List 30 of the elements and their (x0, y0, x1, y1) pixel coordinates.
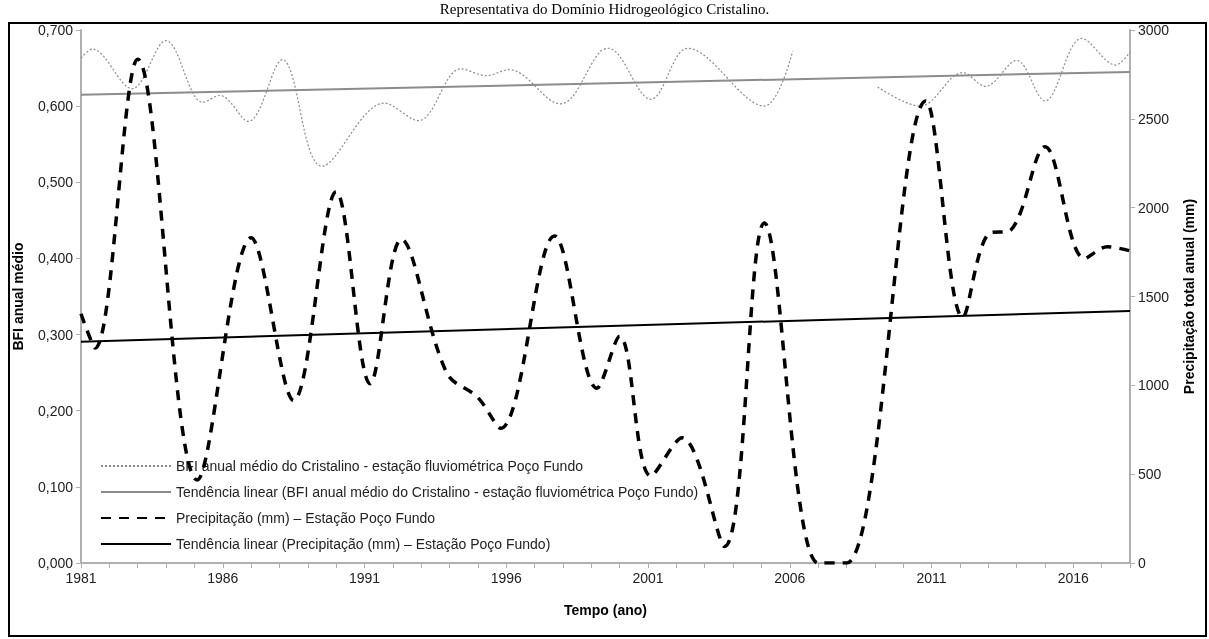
y2-tick-label: 2000 (1138, 199, 1170, 216)
y-tick-label: 0,400 (37, 250, 74, 267)
x-tick-label: 2001 (632, 570, 664, 586)
y-axis-title: BFI anual médio (10, 242, 26, 351)
x-tick-label: 1981 (65, 570, 97, 586)
y-tick-label: 0,700 (37, 22, 74, 38)
x-axis-title: Tempo (ano) (564, 602, 647, 618)
y2-tick-label: 0 (1138, 555, 1146, 571)
x-tick-label: 2011 (916, 570, 947, 586)
x-tick-label: 1986 (207, 570, 239, 586)
y2-tick-label: 1000 (1138, 377, 1170, 394)
y2-tick-label: 1500 (1138, 288, 1170, 305)
legend-label: Tendência linear (BFI anual médio do Cristalino - estação fluviométrica Poço Fundo) (176, 484, 699, 500)
y2-tick-label: 500 (1138, 466, 1162, 483)
y2-tick-label: 2500 (1138, 110, 1170, 127)
x-tick-label: 2006 (774, 570, 806, 586)
y-tick-label: 0,600 (37, 98, 74, 115)
y-tick-label: 0,100 (37, 478, 74, 495)
x-tick-label: 2016 (1057, 570, 1090, 586)
y-tick-label: 0,300 (37, 326, 74, 343)
y-tick-label: 0,200 (37, 402, 74, 419)
x-tick-label: 1991 (348, 570, 381, 586)
legend-label: Precipitação (mm) – Estação Poço Fundo (176, 510, 436, 526)
y-tick-label: 0,000 (37, 555, 74, 571)
legend-label: Tendência linear (Precipitação (mm) – Estação Poço Fundo) (176, 536, 551, 552)
y2-axis-title: Precipitação total anual (mm) (1181, 198, 1197, 395)
chart-title: Representativa do Domínio Hidrogeológico Cristalino. (439, 0, 770, 17)
x-tick-label: 1996 (490, 570, 523, 586)
y-tick-label: 0,500 (37, 174, 74, 191)
y2-tick-label: 3000 (1138, 22, 1170, 38)
